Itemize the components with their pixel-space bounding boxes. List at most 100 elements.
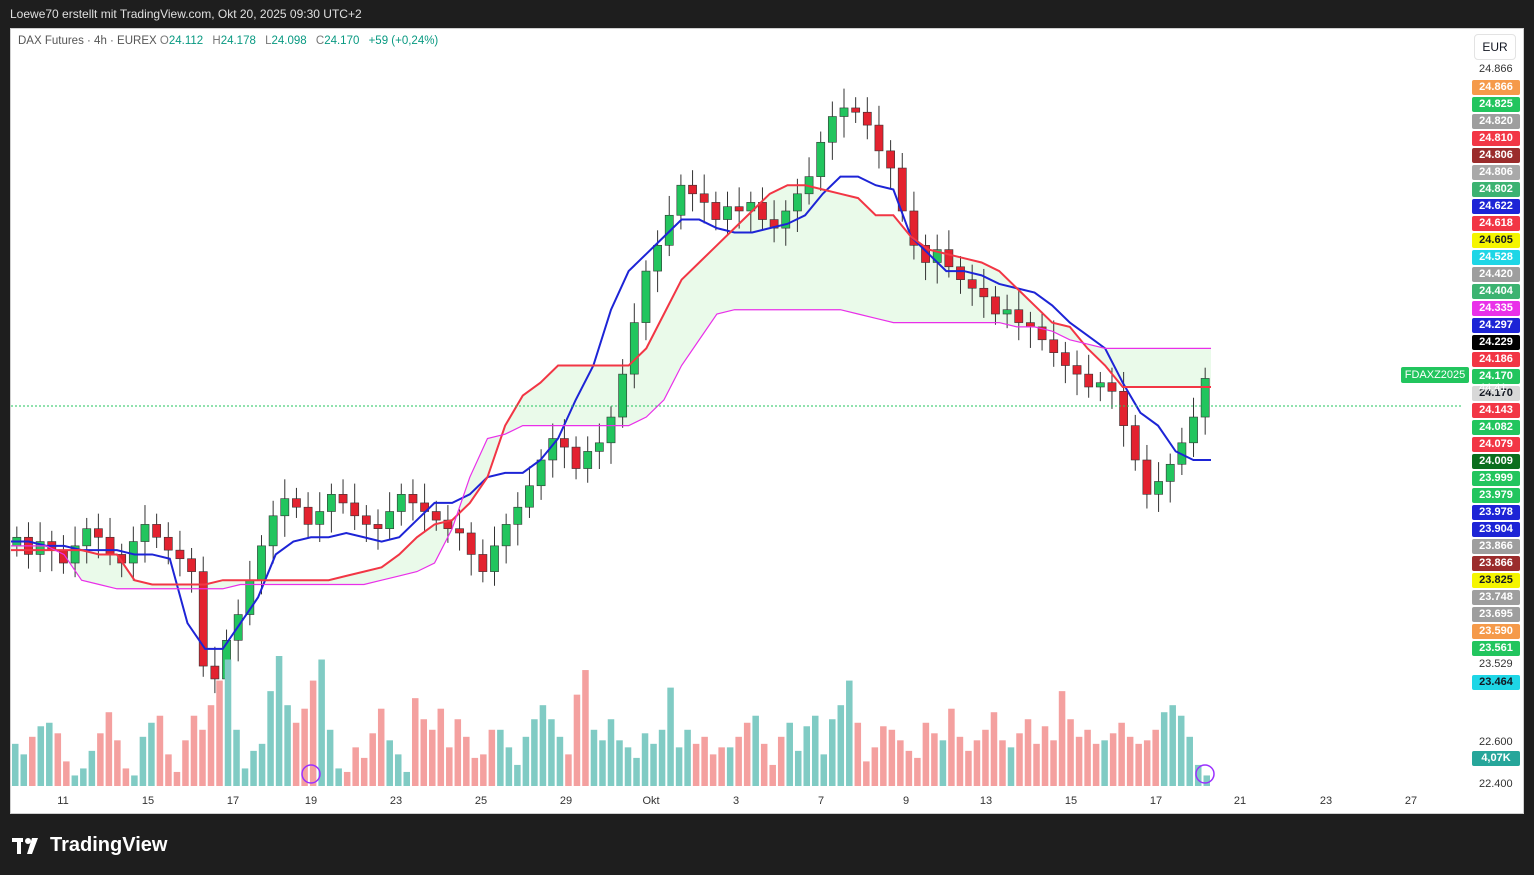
volume-bar (250, 750, 257, 786)
volume-bar (505, 747, 513, 786)
x-tick-label: 21 (1233, 795, 1247, 807)
volume-axis-bottom: 22.400 (1479, 778, 1513, 790)
volume-bar (46, 722, 53, 786)
volume-bar (37, 726, 45, 786)
price-axis-label: 23.561 (1472, 641, 1520, 656)
volume-bar (1160, 712, 1168, 786)
candle-body (1014, 309, 1024, 323)
volume-bar (148, 722, 155, 786)
candle-body (466, 532, 476, 555)
volume-bar (199, 729, 206, 786)
candle-body (851, 107, 861, 113)
price-axis-label: 24.420 (1472, 267, 1520, 282)
volume-bar (803, 726, 810, 786)
symbol-tag: FDAXZ2025 (1401, 367, 1469, 383)
volume-bar (1126, 736, 1134, 786)
countdown-label: 44:41 (1479, 382, 1507, 394)
volume-bar (999, 740, 1006, 786)
volume-bar (539, 705, 547, 786)
volume-bar (131, 775, 138, 786)
x-tick-label: 19 (304, 795, 318, 807)
candle-body (490, 545, 499, 572)
chart-panel[interactable]: DAX Futures · 4h · EUREX O24.112 H24.178… (10, 28, 1524, 814)
low-key: L (265, 35, 272, 47)
volume-axis-top: 22.600 (1479, 736, 1513, 748)
price-axis-label: 24.605 (1472, 233, 1520, 248)
volume-bar (267, 691, 274, 786)
x-tick-label: 23 (1319, 795, 1333, 807)
volume-bar (352, 747, 359, 786)
price-axis-label: 23.748 (1472, 590, 1520, 605)
candle-body (408, 494, 418, 504)
volume-bar (343, 771, 351, 786)
ichimoku-cloud (11, 185, 1211, 589)
candle-body (292, 498, 301, 508)
candle-body (991, 296, 1000, 315)
volume-bar (820, 754, 828, 786)
candle-body (455, 528, 464, 534)
tv-logo-icon (12, 836, 42, 856)
x-tick-label: 7 (817, 795, 825, 807)
price-axis-label: 24.866 (1472, 80, 1520, 95)
candle-body (827, 116, 837, 143)
candle-body (1189, 416, 1198, 444)
candle-body (82, 528, 92, 547)
volume-bar (658, 729, 666, 786)
volume-bar (1186, 736, 1193, 786)
volume-bar (846, 680, 853, 786)
volume-bar (701, 736, 708, 786)
price-axis-label: 23.590 (1472, 624, 1520, 639)
candle-body (385, 511, 395, 529)
volume-bar (1118, 722, 1125, 786)
price-axis-label: 23.999 (1472, 471, 1520, 486)
candle-body (513, 506, 523, 525)
volume-bar (326, 729, 334, 786)
high-value: 24.178 (220, 35, 256, 47)
indicator-line (11, 184, 1211, 586)
volume-bar (318, 659, 325, 786)
volume-bar (97, 733, 104, 786)
volume-bar (743, 722, 751, 786)
indicator-line (11, 175, 1211, 650)
volume-bar (1084, 729, 1091, 786)
candle-body (431, 511, 441, 521)
x-tick-label: 29 (559, 795, 573, 807)
candle-body (769, 219, 779, 229)
indicator-line (11, 309, 1211, 590)
volume-bar (190, 715, 198, 786)
candle-body (1026, 322, 1035, 328)
candle-body (373, 524, 383, 529)
volume-bar (565, 754, 572, 786)
volume-bar (20, 754, 28, 786)
volume-value-tag: 4,07K (1472, 751, 1520, 766)
volume-bar (965, 750, 972, 786)
volume-bar (1177, 715, 1185, 786)
currency-button[interactable]: EUR (1474, 34, 1516, 60)
price-axis-label: 24.806 (1472, 165, 1520, 180)
price-axis-label: 24.866 (1479, 63, 1513, 75)
volume-bar (1016, 733, 1023, 786)
volume-bar (412, 698, 419, 786)
volume-bar (301, 708, 308, 786)
volume-bar (437, 708, 445, 786)
volume-bar (480, 754, 487, 786)
candle-body (350, 502, 360, 517)
candle-body (128, 541, 138, 564)
volume-bar (692, 743, 700, 786)
volume-bar (982, 729, 989, 786)
tradingview-logo[interactable]: TradingView (12, 834, 167, 857)
high-key: H (212, 35, 221, 47)
price-chart[interactable] (11, 29, 1461, 814)
candle-body (979, 287, 989, 298)
candle-body (641, 270, 651, 323)
volume-bar (624, 747, 632, 786)
price-axis-label: 24.186 (1472, 352, 1520, 367)
candle-body (198, 571, 208, 667)
volume-bar (207, 705, 215, 786)
volume-bar (1194, 764, 1202, 786)
volume-bar (897, 740, 904, 786)
volume-bar (769, 764, 776, 786)
volume-bar (63, 761, 70, 786)
x-tick-label: 15 (141, 795, 155, 807)
x-tick-label: 9 (902, 795, 910, 807)
